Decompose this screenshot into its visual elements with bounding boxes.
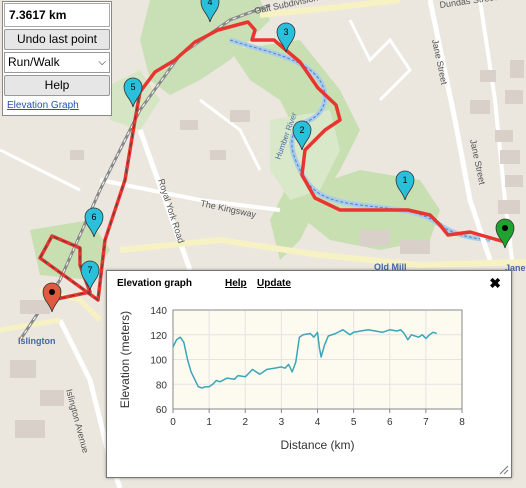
elevation-panel-header[interactable]: Elevation graph Help Update ✖ (107, 271, 511, 297)
help-button[interactable]: Help (4, 75, 110, 96)
elevation-panel-title: Elevation graph (117, 278, 193, 289)
x-tick-label: 6 (387, 417, 393, 428)
x-tick-label: 2 (242, 417, 248, 428)
x-tick-label: 1 (206, 417, 212, 428)
elevation-chart: 60 80 100 120 140 0 1 2 3 4 5 6 7 8 Distance (km) Eleva… (118, 306, 465, 452)
railway-dash (19, 4, 271, 341)
road (0, 148, 81, 192)
y-tick-label: 120 (150, 331, 167, 342)
label-old-mill: Old Mill (374, 262, 407, 272)
waypoint-marker-3[interactable]: 3 (276, 22, 296, 53)
road (348, 19, 412, 102)
label-islington: Islington (18, 336, 56, 346)
undo-last-point-button[interactable]: Undo last point (4, 29, 110, 50)
x-tick-label: 3 (279, 417, 285, 428)
waypoint-marker-1[interactable]: 1 (395, 170, 415, 201)
y-tick-label: 140 (150, 306, 167, 317)
x-tick-label: 7 (423, 417, 429, 428)
chevron-down-icon: ⌵ (98, 57, 106, 68)
start-marker[interactable] (495, 218, 515, 249)
end-marker[interactable] (42, 282, 62, 313)
label-jane-station: Jane (505, 263, 526, 273)
road (259, 0, 401, 18)
marker-label: 2 (299, 125, 304, 135)
waypoint-marker-4[interactable]: 4 (200, 0, 220, 23)
marker-label: 5 (130, 82, 135, 92)
road (119, 236, 526, 269)
x-axis-label: Distance (km) (280, 438, 354, 452)
route-line (38, 20, 507, 302)
close-icon[interactable]: ✖ (489, 275, 501, 291)
mode-select[interactable]: Run/Walk ⌵ (4, 52, 110, 73)
y-tick-label: 100 (150, 356, 167, 367)
elevation-help-link[interactable]: Help (225, 278, 247, 289)
x-tick-label: 5 (351, 417, 357, 428)
buildings (10, 60, 524, 438)
marker-label: 3 (283, 27, 288, 37)
waypoint-marker-7[interactable]: 7 (80, 260, 100, 291)
resize-handle-icon[interactable] (499, 465, 509, 475)
elevation-panel: Elevation graph Help Update ✖ 60 80 100 120… (106, 270, 512, 478)
control-panel: 7.3617 km Undo last point Run/Walk ⌵ Hel… (2, 1, 112, 116)
waypoint-marker-6[interactable]: 6 (84, 207, 104, 238)
road (427, 0, 493, 261)
x-tick-label: 8 (459, 417, 465, 428)
road (199, 98, 262, 171)
distance-readout: 7.3617 km (4, 3, 110, 27)
waypoint-marker-5[interactable]: 5 (123, 77, 143, 108)
marker-label: 4 (207, 0, 212, 7)
x-tick-label: 4 (315, 417, 321, 428)
marker-label: 6 (91, 212, 96, 222)
mode-select-value: Run/Walk (8, 55, 60, 69)
elevation-update-link[interactable]: Update (257, 278, 291, 289)
y-tick-label: 60 (156, 405, 168, 416)
y-axis-label: Elevation (meters) (118, 311, 132, 408)
elevation-series-line (172, 329, 437, 389)
plot-border (172, 309, 463, 410)
marker-label: 1 (402, 175, 407, 185)
waypoint-marker-2[interactable]: 2 (292, 120, 312, 151)
elevation-graph-link[interactable]: Elevation Graph (7, 100, 79, 111)
marker-label: 7 (87, 265, 92, 275)
road (99, 178, 281, 212)
x-tick-label: 0 (170, 417, 176, 428)
y-tick-label: 80 (156, 380, 168, 391)
